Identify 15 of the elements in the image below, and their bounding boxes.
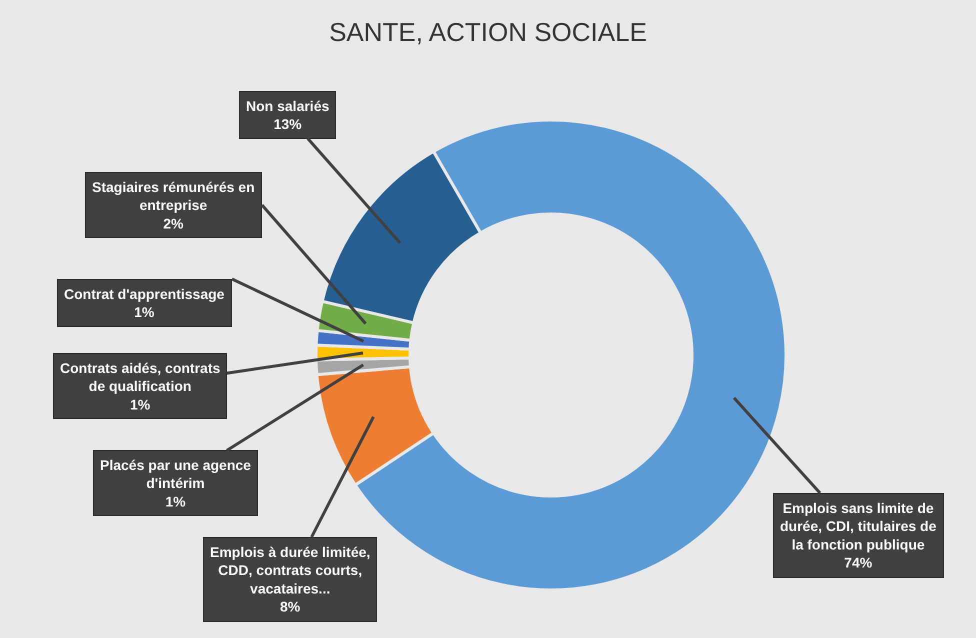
slice-label: Emplois à durée limitée, CDD, contrats courts, vacataires...: [210, 544, 370, 596]
data-label: 74%: [844, 554, 873, 571]
data-label: 8%: [280, 598, 301, 615]
data-label: 2%: [163, 215, 184, 232]
slice-label: Stagiaires rémunérés en entreprise: [92, 179, 255, 214]
data-label: 1%: [134, 304, 155, 320]
slice-label: Emplois sans limite de durée, CDI, titulaires de la fonction publique: [780, 500, 937, 552]
slice-label: Contrats aidés, contrats de qualification: [60, 360, 220, 394]
slice-label: Placés par une agence d'intérim: [100, 457, 252, 492]
data-label: 13%: [274, 116, 302, 132]
data-label: 1%: [130, 396, 151, 412]
slice-label: Non salariés: [246, 98, 330, 114]
data-label: 1%: [165, 493, 186, 510]
slice-label: Contrat d'apprentissage: [64, 286, 225, 302]
chart-title: SANTE, ACTION SOCIALE: [329, 17, 647, 48]
